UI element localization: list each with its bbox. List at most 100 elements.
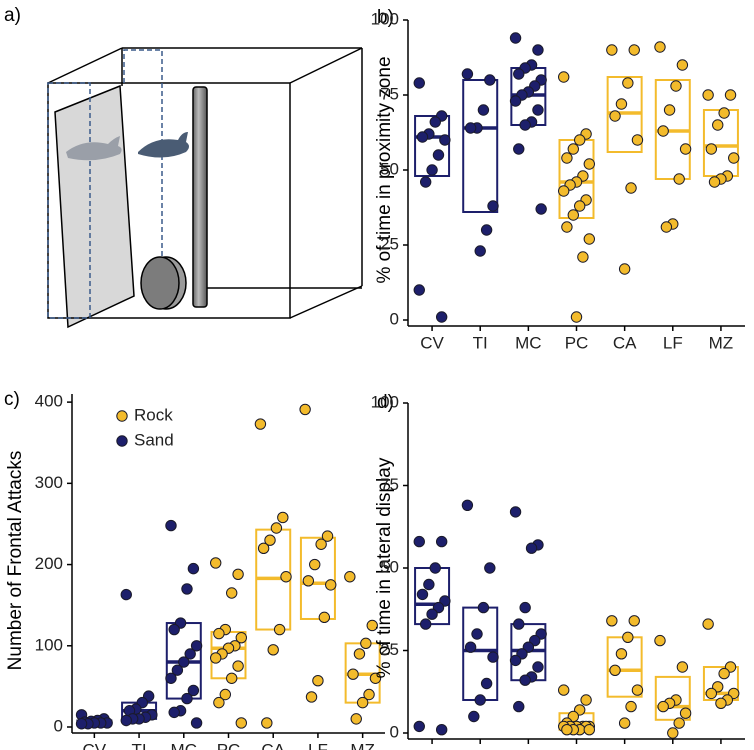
point [532,44,544,56]
point [561,724,573,736]
point [509,654,522,667]
x-tick-label: CA [261,740,285,750]
point [435,724,448,736]
point [232,568,244,581]
point [181,583,193,595]
point [432,149,445,161]
point [426,164,438,176]
point [429,116,441,128]
point [625,700,637,713]
point [261,717,273,729]
point [570,311,583,323]
point [350,713,362,725]
point [461,499,474,511]
point [654,634,666,647]
legend-swatch [116,435,128,447]
point [525,542,538,554]
point [165,672,177,684]
y-axis-label: % of time in proximity zone [374,56,395,283]
x-tick-label: CV [420,333,444,352]
point [413,720,425,733]
y-tick-label: 400 [35,392,63,411]
point [168,623,180,636]
y-axis-label: Number of Frontal Attacks [5,451,26,671]
point [302,575,315,587]
point [423,578,435,591]
point [513,143,525,155]
point [305,691,318,703]
point [609,110,621,122]
point [583,724,595,736]
point [254,418,267,430]
point [532,661,544,673]
x-tick-label: MC [171,740,197,750]
point [628,615,640,627]
y-axis-label: % of time in lateral display [374,457,395,678]
point [168,706,180,719]
y-tick-label: 0 [390,309,399,328]
point [577,251,589,263]
point [416,588,429,601]
point [622,631,634,643]
point [210,557,222,569]
tank-diagram: a) [4,5,363,329]
point [724,89,737,101]
panel-label: a) [4,5,21,26]
box [702,109,739,177]
point [363,688,375,701]
y-tick-label: 0 [54,716,63,735]
point [580,694,592,706]
point [631,684,644,696]
point [277,511,289,524]
point [267,644,279,656]
point [519,674,531,686]
x-tick-label: CA [613,746,637,750]
point [532,104,544,116]
point [673,717,685,729]
point [474,245,486,257]
x-tick-label: TI [132,740,147,750]
point [609,664,621,676]
legend-label: Rock [134,405,173,424]
point [480,224,493,236]
point [270,522,283,534]
point [187,562,200,575]
point [708,176,721,188]
y-tick-label: 200 [35,554,63,573]
point [190,640,203,652]
point [513,700,525,713]
y-tick-label: 100 [371,9,399,28]
point [484,74,496,86]
point [583,233,595,245]
point [120,588,132,601]
x-tick-label: TI [473,333,488,352]
point [606,615,618,627]
point [513,618,525,630]
y-tick-label: 25 [380,640,399,659]
point [309,558,321,571]
point [558,185,570,197]
point [187,684,200,697]
x-tick-label: PC [217,740,241,750]
point [325,579,337,591]
point [184,648,196,660]
point [676,59,689,71]
point [178,656,190,668]
point [75,718,88,730]
point [353,648,366,660]
point [413,535,425,548]
point [413,77,425,89]
point [464,122,477,134]
x-tick-label: MZ [709,746,734,750]
point [210,652,222,664]
point [477,104,490,116]
point [625,182,637,194]
point [558,684,570,696]
x-tick-label: MZ [350,740,375,750]
point [480,677,493,690]
point [657,700,669,713]
point [471,628,483,640]
point [487,200,499,212]
point [509,506,522,518]
panel-label: d) [377,392,394,413]
